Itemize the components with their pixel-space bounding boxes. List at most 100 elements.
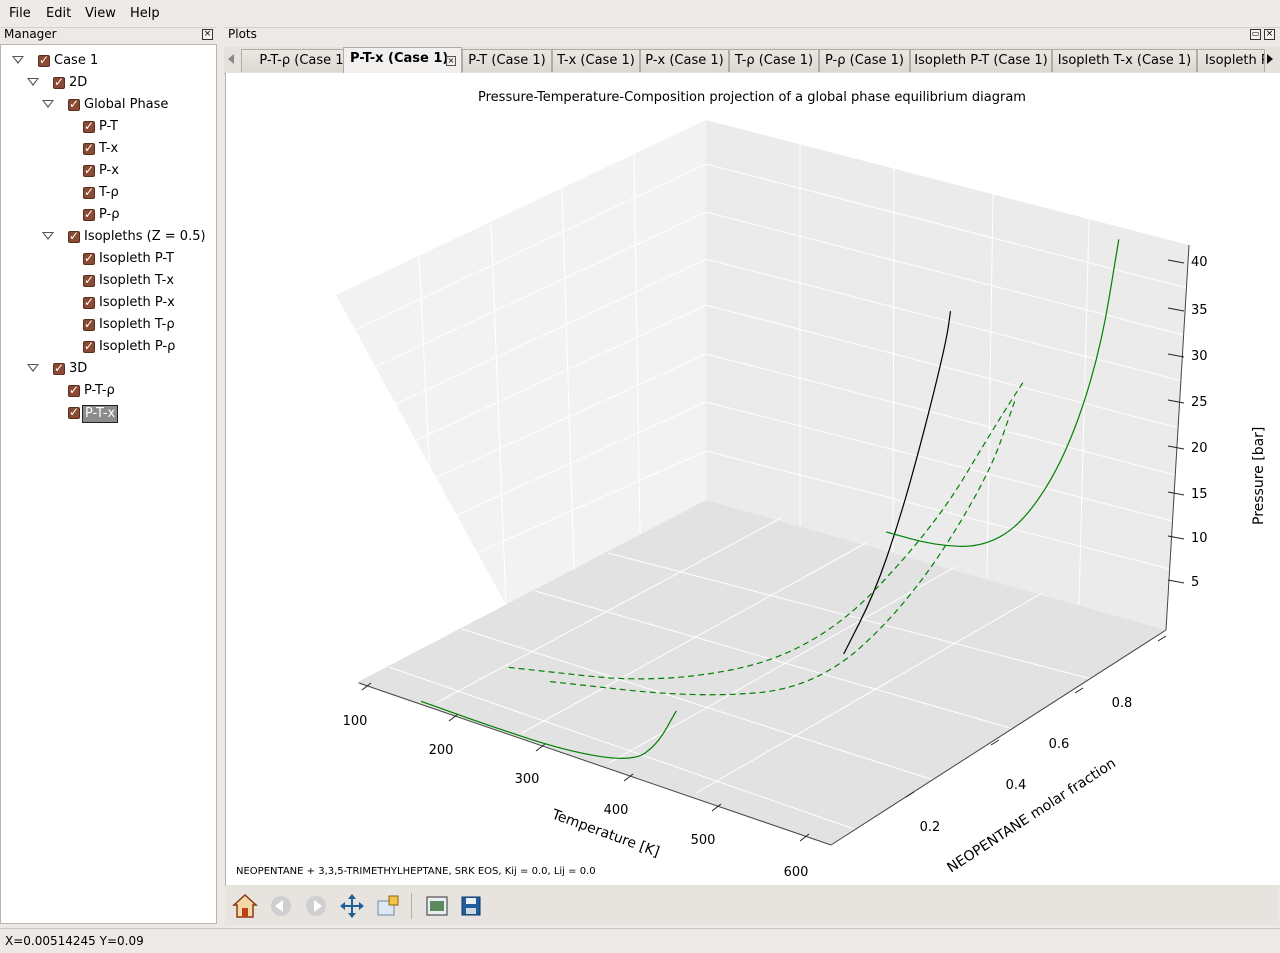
tree-item[interactable]: Isopleth T-ρ	[1, 315, 216, 335]
plots-close-icon[interactable]: ×	[1264, 29, 1275, 40]
plots-float-icon[interactable]: ▭	[1250, 29, 1261, 40]
tab-label: Isopleth P	[1205, 53, 1265, 68]
save-icon[interactable]	[458, 893, 484, 919]
tree-item-label: T-ρ	[99, 185, 119, 200]
tree-checkbox[interactable]	[53, 75, 65, 89]
plot-3d-svg: Pressure-Temperature-Composition project…	[236, 90, 1267, 880]
tree-item[interactable]: T-x	[1, 139, 216, 159]
tree-item[interactable]: P-x	[1, 161, 216, 181]
tree-item[interactable]: P-T	[1, 117, 216, 137]
tree-checkbox[interactable]	[83, 273, 95, 287]
x-tick	[799, 833, 810, 842]
tree-item-label: P-T-ρ	[84, 383, 115, 398]
tab-p-t[interactable]: P-T (Case 1)	[462, 49, 552, 72]
manager-close-icon[interactable]: ×	[202, 29, 213, 40]
tree-checkbox[interactable]	[83, 141, 95, 155]
z-axis-label: Pressure [bar]	[1251, 427, 1267, 525]
tab-p-t-x[interactable]: P-T-x (Case 1) ×	[343, 47, 462, 74]
expand-toggle-icon[interactable]	[12, 56, 24, 64]
tree-item[interactable]: P-ρ	[1, 205, 216, 225]
tree-item[interactable]: Global Phase	[1, 95, 216, 115]
tab-p-x[interactable]: P-x (Case 1)	[640, 49, 729, 72]
panel-splitter[interactable]	[217, 27, 224, 925]
tab-p-rho[interactable]: P-ρ (Case 1)	[819, 49, 910, 72]
tab-t-x[interactable]: T-x (Case 1)	[552, 49, 640, 72]
tab-label: Isopleth P-T (Case 1)	[914, 53, 1048, 68]
status-coordinates: X=0.00514245 Y=0.09	[5, 934, 144, 948]
expand-toggle-icon[interactable]	[27, 364, 39, 372]
tree-checkbox[interactable]	[83, 163, 95, 177]
tree-checkbox[interactable]	[83, 339, 95, 353]
tree-checkbox[interactable]	[68, 97, 80, 111]
menu-file[interactable]: File	[9, 6, 31, 21]
tree-checkbox[interactable]	[53, 361, 65, 375]
tree-item[interactable]: Isopleth P-ρ	[1, 337, 216, 357]
tree-item[interactable]: Case 1	[1, 51, 216, 71]
tree-item[interactable]: 2D	[1, 73, 216, 93]
z-tick	[1167, 307, 1185, 312]
tree-item[interactable]: Isopleth T-x	[1, 271, 216, 291]
tree-checkbox[interactable]	[83, 251, 95, 265]
tab-label: P-ρ (Case 1)	[825, 53, 904, 68]
tree-item[interactable]: T-ρ	[1, 183, 216, 203]
tab-label: T-x (Case 1)	[557, 53, 635, 68]
tab-scroll-right-icon[interactable]	[1267, 54, 1273, 64]
tab-scroll-left-icon[interactable]	[228, 54, 234, 64]
subplot-config-icon[interactable]	[424, 893, 450, 919]
status-bar: X=0.00514245 Y=0.09	[0, 928, 1280, 953]
tab-t-rho[interactable]: T-ρ (Case 1)	[729, 49, 819, 72]
tree-checkbox[interactable]	[83, 119, 95, 133]
series-line-3	[508, 380, 1025, 680]
edit-axis-icon[interactable]	[375, 893, 401, 919]
tree-item[interactable]: Isopleths (Z = 0.5)	[1, 227, 216, 247]
plot-canvas[interactable]: Pressure-Temperature-Composition project…	[225, 73, 1280, 885]
expand-toggle-icon[interactable]	[27, 78, 39, 86]
y-axis-label: NEOPENTANE molar fraction	[944, 755, 1118, 876]
series-line-2	[885, 239, 1120, 547]
y-tick-label: 0.2	[920, 820, 941, 835]
z-tick-label: 40	[1191, 255, 1208, 270]
tree-checkbox[interactable]	[68, 383, 80, 397]
axis-ticks	[361, 259, 1185, 842]
tree-item[interactable]: P-T-x	[1, 403, 216, 423]
menu-view[interactable]: View	[85, 6, 116, 21]
forward-icon[interactable]	[303, 893, 329, 919]
tab-close-icon[interactable]: ×	[446, 56, 456, 66]
menu-edit[interactable]: Edit	[46, 6, 72, 21]
tab-isopleth-t-x[interactable]: Isopleth T-x (Case 1)	[1052, 49, 1197, 72]
y-tick	[1157, 635, 1167, 642]
tree-item-label: Isopleth P-x	[99, 295, 175, 310]
expand-toggle-icon[interactable]	[42, 100, 54, 108]
z-tick	[1167, 579, 1185, 584]
expand-toggle-icon[interactable]	[42, 232, 54, 240]
tab-isopleth-p-t[interactable]: Isopleth P-T (Case 1)	[910, 49, 1052, 72]
tree-checkbox[interactable]	[83, 295, 95, 309]
tree-item[interactable]: 3D	[1, 359, 216, 379]
pan-icon[interactable]	[339, 893, 365, 919]
x-tick-label: 100	[343, 714, 368, 729]
tree-item[interactable]: Isopleth P-T	[1, 249, 216, 269]
home-icon[interactable]	[232, 893, 258, 919]
tick-labels: 100 200 300 400 500 600 0.2 0.4 0.6 0.8 5 10 15 20 25 3…	[343, 255, 1208, 880]
back-icon[interactable]	[268, 893, 294, 919]
tree-item-label: T-x	[99, 141, 119, 156]
tree-item-label: Isopleth T-ρ	[99, 317, 175, 332]
tree-checkbox[interactable]	[83, 317, 95, 331]
tree-item[interactable]: Isopleth P-x	[1, 293, 216, 313]
tree-item-label: Case 1	[54, 53, 99, 68]
tab-label: P-T-x (Case 1)	[350, 51, 449, 66]
tree-checkbox[interactable]	[68, 405, 80, 419]
z-tick	[1167, 445, 1185, 450]
tree-checkbox[interactable]	[83, 207, 95, 221]
tab-p-t-rho[interactable]: P-T-ρ (Case 1)	[241, 49, 367, 72]
tree-item[interactable]: P-T-ρ	[1, 381, 216, 401]
tree-checkbox[interactable]	[38, 53, 50, 67]
z-tick-label: 20	[1191, 441, 1208, 456]
menu-help[interactable]: Help	[130, 6, 160, 21]
tree-checkbox[interactable]	[83, 185, 95, 199]
tree-checkbox[interactable]	[68, 229, 80, 243]
x-tick-label: 200	[429, 743, 454, 758]
tab-isopleth-p[interactable]: Isopleth P	[1197, 49, 1265, 72]
x-tick	[623, 773, 634, 782]
y-tick	[990, 739, 1000, 746]
